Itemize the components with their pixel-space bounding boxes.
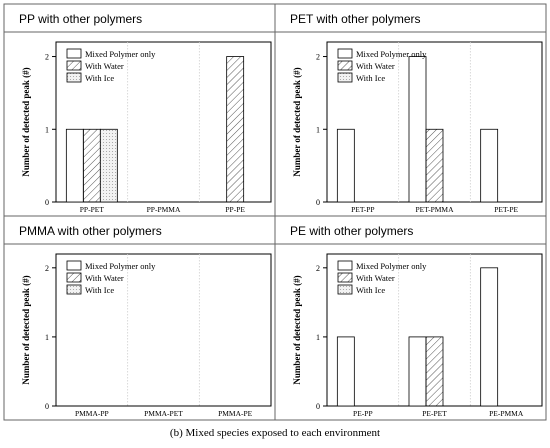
- legend-swatch: [337, 272, 353, 283]
- chart-title: PP with other polymers: [19, 12, 142, 26]
- y-axis-label: Number of detected peak (#): [292, 275, 302, 384]
- bar: [408, 336, 427, 407]
- legend-label: Mixed Polymer only: [85, 261, 156, 271]
- y-axis-label: Number of detected peak (#): [21, 67, 31, 176]
- legend-swatch: [66, 284, 82, 295]
- y-tick-label: 2: [316, 264, 320, 273]
- chart-panel: PET with other polymers 0 1 2 Number of dete…: [274, 3, 547, 217]
- legend-swatch: [337, 260, 353, 271]
- chart-panel: PMMA with other polymers 0 1 2 Number of det…: [3, 215, 276, 421]
- x-tick-label: PP-PMMA: [147, 205, 181, 214]
- bar: [425, 336, 444, 407]
- legend-label: With Water: [85, 273, 124, 283]
- bar: [480, 128, 499, 203]
- y-tick-label: 0: [316, 402, 320, 411]
- legend-swatch: [66, 272, 82, 283]
- legend-label: Mixed Polymer only: [356, 261, 427, 271]
- y-tick-label: 0: [316, 198, 320, 207]
- legend-swatch: [66, 260, 82, 271]
- plot-area: [55, 41, 272, 203]
- y-tick-label: 1: [45, 125, 49, 134]
- legend-swatch: [66, 72, 82, 83]
- chart-panel: PE with other polymers 0 1 2 Number of detec…: [274, 215, 547, 421]
- x-tick-label: PMMA-PET: [144, 409, 183, 418]
- y-tick-label: 2: [45, 53, 49, 62]
- bar: [408, 56, 427, 203]
- bar: [99, 128, 118, 203]
- x-tick-label: PMMA-PP: [75, 409, 109, 418]
- panel-border: [3, 215, 276, 421]
- x-tick-label: PE-PMMA: [489, 409, 524, 418]
- x-tick-label: PET-PMMA: [415, 205, 454, 214]
- legend-swatch: [337, 60, 353, 71]
- x-tick-label: PET-PP: [351, 205, 375, 214]
- bar: [65, 128, 84, 203]
- legend-swatch: [337, 284, 353, 295]
- bar: [425, 128, 444, 203]
- legend-swatch: [66, 60, 82, 71]
- legend-label: Mixed Polymer only: [356, 49, 427, 59]
- y-axis-label: Number of detected peak (#): [292, 67, 302, 176]
- bar: [226, 56, 245, 203]
- bar: [480, 267, 499, 407]
- bar: [336, 128, 355, 203]
- plot-area: [55, 253, 272, 407]
- bar: [82, 128, 101, 203]
- x-tick-label: PP-PE: [225, 205, 245, 214]
- legend-swatch: [337, 48, 353, 59]
- y-tick-label: 1: [316, 333, 320, 342]
- legend-label: With Water: [85, 61, 124, 71]
- x-tick-label: PP-PET: [80, 205, 105, 214]
- x-tick-label: PMMA-PE: [218, 409, 253, 418]
- legend-label: With Water: [356, 273, 395, 283]
- y-tick-label: 2: [45, 264, 49, 273]
- figure-caption: (b) Mixed species exposed to each enviro…: [169, 427, 381, 439]
- legend-label: With Water: [356, 61, 395, 71]
- chart-panel: PP with other polymers 0 1 2 Number of detec…: [3, 3, 276, 217]
- y-tick-label: 1: [316, 125, 320, 134]
- x-tick-label: PET-PE: [494, 205, 518, 214]
- legend-label: With Ice: [85, 73, 114, 83]
- chart-title: PMMA with other polymers: [19, 224, 162, 238]
- chart-title: PE with other polymers: [290, 224, 413, 238]
- legend-label: With Ice: [356, 285, 385, 295]
- legend-swatch: [66, 48, 82, 59]
- legend-label: With Ice: [356, 73, 385, 83]
- legend-label: With Ice: [85, 285, 114, 295]
- y-tick-label: 0: [45, 198, 49, 207]
- legend-label: Mixed Polymer only: [85, 49, 156, 59]
- legend-swatch: [337, 72, 353, 83]
- y-axis-label: Number of detected peak (#): [21, 275, 31, 384]
- x-tick-label: PE-PET: [422, 409, 447, 418]
- x-tick-label: PE-PP: [353, 409, 373, 418]
- bar: [336, 336, 355, 407]
- panel-border: [274, 215, 547, 421]
- y-tick-label: 1: [45, 333, 49, 342]
- chart-title: PET with other polymers: [290, 12, 421, 26]
- y-tick-label: 0: [45, 402, 49, 411]
- y-tick-label: 2: [316, 53, 320, 62]
